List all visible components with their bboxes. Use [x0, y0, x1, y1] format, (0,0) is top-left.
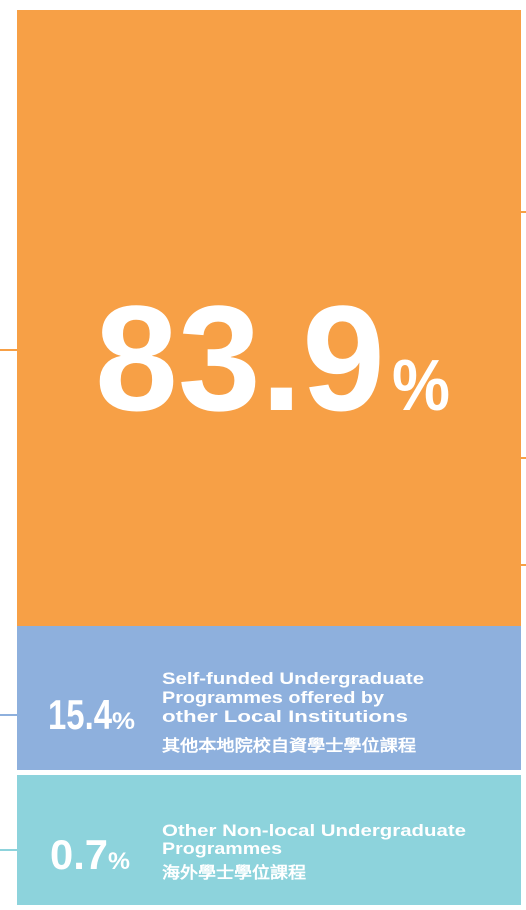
value: 0.7	[50, 831, 108, 878]
big-value: 83.9	[95, 274, 385, 442]
unit: %	[108, 848, 130, 875]
label-line: Programmes	[162, 839, 282, 858]
segment-block	[17, 10, 521, 626]
label-line: Programmes offered by	[162, 688, 385, 707]
unit: %	[112, 708, 135, 735]
label-line: Self-funded Undergraduate	[162, 669, 424, 688]
label-line: other Local Institutions	[162, 707, 408, 726]
label-line: 海外學士學位課程	[162, 863, 306, 882]
unit: %	[392, 346, 450, 426]
label-line: 其他本地院校自資學士學位課程	[162, 736, 416, 755]
value: 15.4	[48, 691, 112, 738]
segment-block	[17, 626, 521, 770]
segment-block	[17, 775, 521, 905]
label-line: Other Non-local Undergraduate	[162, 821, 466, 840]
